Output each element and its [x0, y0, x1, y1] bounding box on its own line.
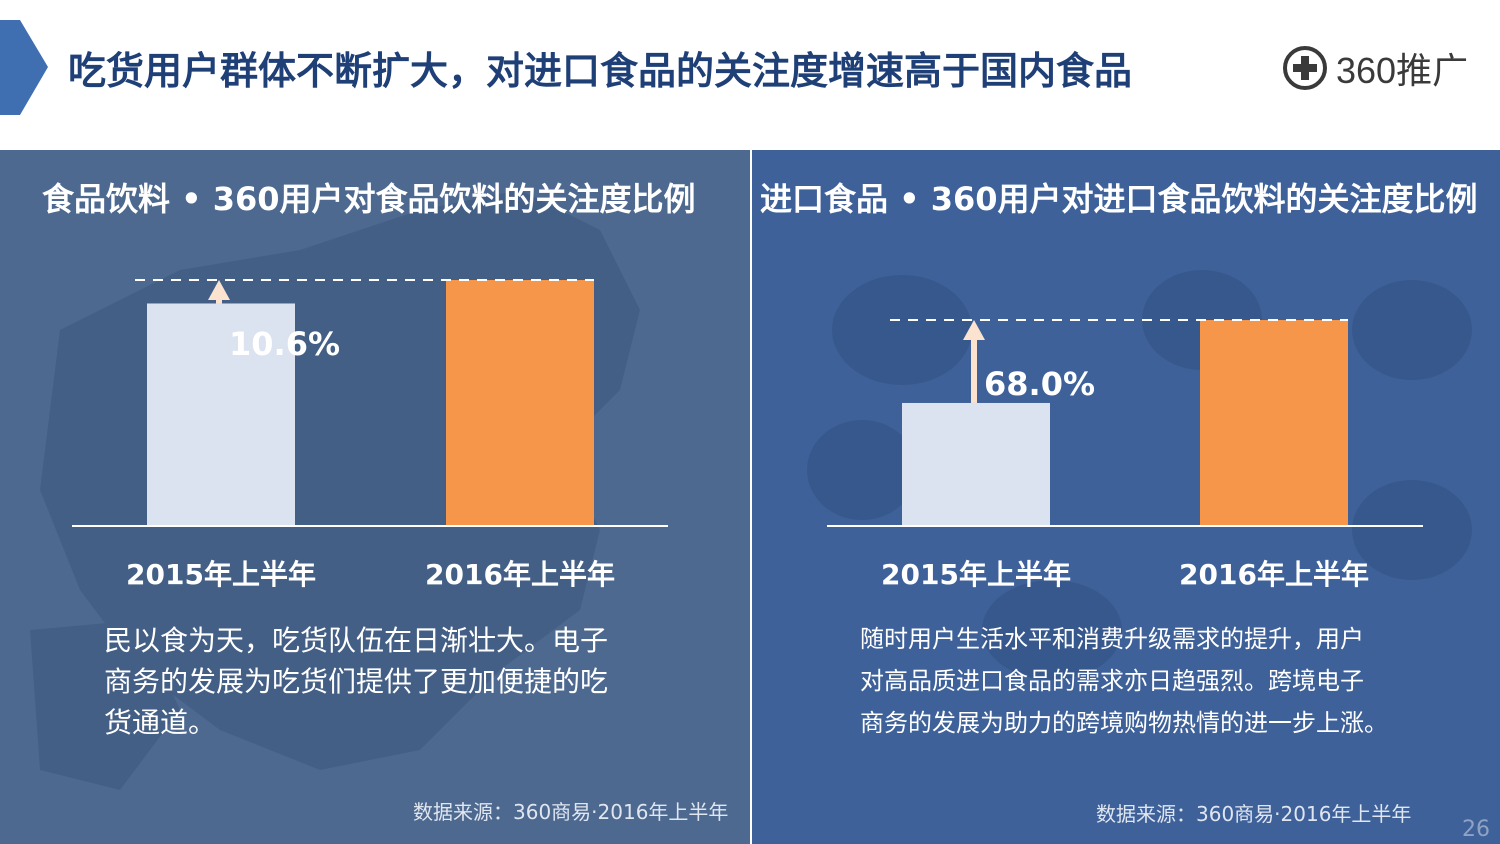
right-growth-label: 68.0% — [984, 365, 1095, 403]
left-bar-2 — [446, 280, 594, 525]
left-desc-line-2: 商务的发展为吃货们提供了更加便捷的吃 — [104, 665, 609, 698]
right-desc-line-3: 商务的发展为助力的跨境购物热情的进一步上涨。 — [860, 709, 1388, 737]
page-number: 26 — [1462, 817, 1490, 842]
panel-divider — [750, 150, 752, 844]
right-panel: 进口食品 • 360用户对进口食品饮料的关注度比例 68.0% 2015年上半年 2… — [752, 150, 1500, 844]
slide-header: 吃货用户群体不断扩大，对进口食品的关注度增速高于国内食品 360推广 — [0, 0, 1500, 150]
plus-circle-icon — [1283, 46, 1327, 90]
right-desc-line-2: 对高品质进口食品的需求亦日趋强烈。跨境电子 — [860, 667, 1364, 695]
right-desc-line-1: 随时用户生活水平和消费升级需求的提升，用户 — [860, 625, 1364, 653]
right-bar-1 — [902, 402, 1050, 525]
left-growth-arrow-icon — [208, 280, 230, 304]
left-panel: 食品饮料 • 360用户对食品饮料的关注度比例 10.6% 2015年上半年 201… — [0, 150, 750, 844]
right-bar-chart: 68.0% 2015年上半年 2016年上半年 — [827, 319, 1423, 591]
left-category-label-2: 2016年上半年 — [425, 558, 615, 591]
page-title: 吃货用户群体不断扩大，对进口食品的关注度增速高于国内食品 — [68, 49, 1133, 93]
right-chart-title: 进口食品 • 360用户对进口食品饮料的关注度比例 — [760, 180, 1478, 218]
left-desc-line-3: 货通道。 — [104, 706, 217, 739]
logo-text: 360推广 — [1336, 50, 1469, 91]
left-bar-1 — [147, 303, 295, 525]
left-data-source: 数据来源：360商易·2016年上半年 — [413, 800, 729, 824]
left-growth-label: 10.6% — [229, 325, 340, 363]
brand-logo: 360推广 — [1282, 43, 1468, 93]
right-bar-2 — [1200, 320, 1348, 525]
right-category-label-1: 2015年上半年 — [881, 558, 1071, 591]
header-arrow-icon — [0, 20, 48, 115]
right-description: 随时用户生活水平和消费升级需求的提升，用户 对高品质进口食品的需求亦日趋强烈。跨… — [860, 618, 1480, 744]
left-description: 民以食为天，吃货队伍在日渐壮大。电子 商务的发展为吃货们提供了更加便捷的吃 货通… — [104, 620, 664, 743]
left-desc-line-1: 民以食为天，吃货队伍在日渐壮大。电子 — [104, 624, 609, 657]
right-data-source: 数据来源：360商易·2016年上半年 — [1096, 802, 1412, 826]
right-growth-arrow-icon — [963, 320, 985, 403]
left-category-label-1: 2015年上半年 — [126, 558, 316, 591]
left-chart-title: 食品饮料 • 360用户对食品饮料的关注度比例 — [42, 180, 696, 218]
right-category-label-2: 2016年上半年 — [1179, 558, 1369, 591]
left-bar-chart: 10.6% 2015年上半年 2016年上半年 — [72, 279, 668, 591]
